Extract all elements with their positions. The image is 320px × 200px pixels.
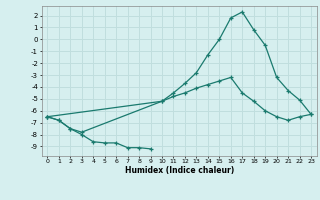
- X-axis label: Humidex (Indice chaleur): Humidex (Indice chaleur): [124, 166, 234, 175]
